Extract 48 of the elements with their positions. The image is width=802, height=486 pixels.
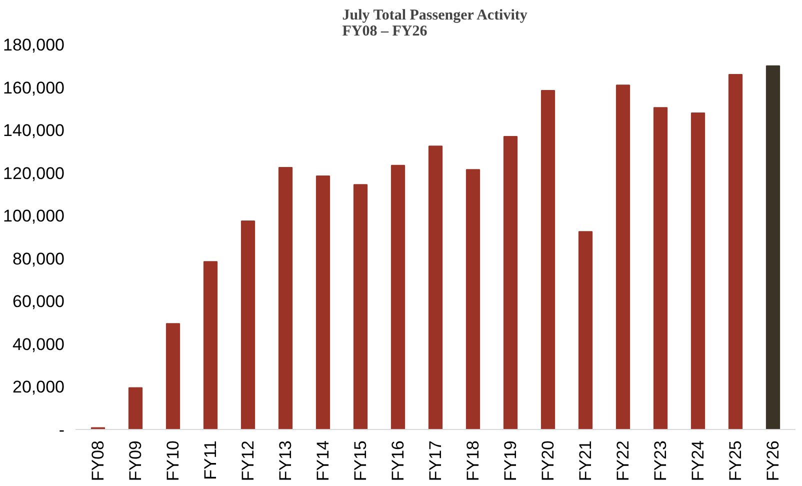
x-tick-label: FY17 (426, 440, 445, 482)
x-tick-label: FY12 (238, 440, 258, 482)
bar (616, 84, 630, 430)
bar (316, 176, 330, 430)
bar (166, 323, 180, 430)
x-tick-label: FY15 (351, 440, 370, 482)
x-tick-label: FY10 (164, 440, 182, 482)
bar (128, 387, 143, 430)
y-tick-label: 140,000 (3, 121, 64, 140)
x-tick-label: FY14 (314, 440, 332, 482)
y-tick-label: 100,000 (3, 206, 64, 226)
bar (578, 231, 593, 430)
x-tick-label: FY13 (276, 440, 295, 482)
bar (766, 65, 780, 430)
x-tick-label: FY18 (464, 440, 482, 482)
bar (240, 220, 256, 430)
x-tick-label: FY11 (201, 440, 220, 480)
chart-title: July Total Passenger Activity FY08 – FY26 (342, 8, 528, 40)
x-tick-label: FY25 (726, 440, 745, 482)
bar (390, 164, 406, 430)
bar (653, 107, 668, 430)
y-tick-label: 160,000 (3, 78, 64, 98)
bar (353, 184, 368, 430)
bar (203, 261, 218, 430)
bar (428, 146, 443, 430)
y-tick-label: - (58, 420, 65, 440)
y-tick-label: 60,000 (12, 292, 65, 312)
y-tick-label: 40,000 (12, 334, 65, 354)
x-tick-label: FY19 (501, 440, 520, 482)
x-tick-label: FY22 (614, 440, 632, 482)
x-tick-label: FY26 (764, 440, 782, 482)
x-tick-label: FY20 (538, 440, 558, 482)
bar (690, 112, 706, 430)
bar (278, 166, 293, 430)
x-tick-label: FY16 (388, 440, 408, 482)
x-tick-label: FY09 (126, 440, 145, 482)
y-tick-label: 20,000 (12, 378, 65, 397)
x-tick-label: FY24 (688, 440, 708, 482)
x-tick-label: FY21 (576, 440, 595, 482)
bar (503, 136, 518, 430)
y-tick-label: 180,000 (3, 36, 64, 54)
bar (540, 90, 556, 430)
bar (466, 169, 480, 430)
bar (728, 74, 743, 430)
x-tick-label: FY23 (651, 440, 670, 482)
y-tick-label: 120,000 (3, 164, 64, 183)
x-tick-label: FY08 (88, 440, 108, 482)
y-tick-label: 80,000 (12, 249, 65, 268)
